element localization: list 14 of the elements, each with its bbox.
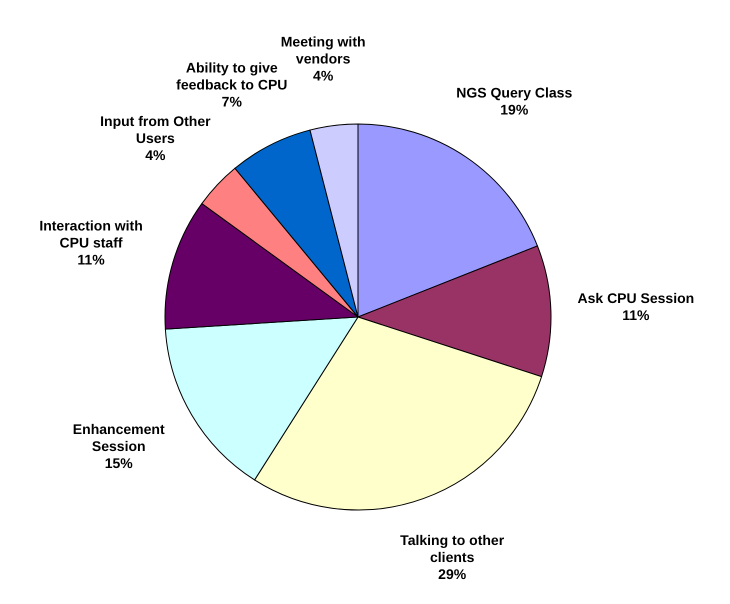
data-label: 11% — [77, 252, 106, 268]
data-label: 11% — [622, 306, 650, 323]
slice-label: Interaction with CPU staff — [39, 218, 143, 251]
data-label: 29% — [438, 566, 467, 582]
data-label: 4% — [145, 146, 166, 163]
data-label: 15% — [104, 454, 134, 471]
slice-label: Talking to other clients — [400, 532, 505, 566]
slice-label: NGS Query Class — [456, 84, 572, 101]
data-label: 4% — [313, 68, 334, 84]
slice-label: Enhancement Session — [72, 420, 165, 454]
slice-label: Input from Other Users — [100, 112, 212, 146]
slice-label: Ask CPU Session — [578, 290, 694, 306]
data-label: 7% — [222, 94, 242, 110]
data-label: 19% — [500, 102, 529, 118]
